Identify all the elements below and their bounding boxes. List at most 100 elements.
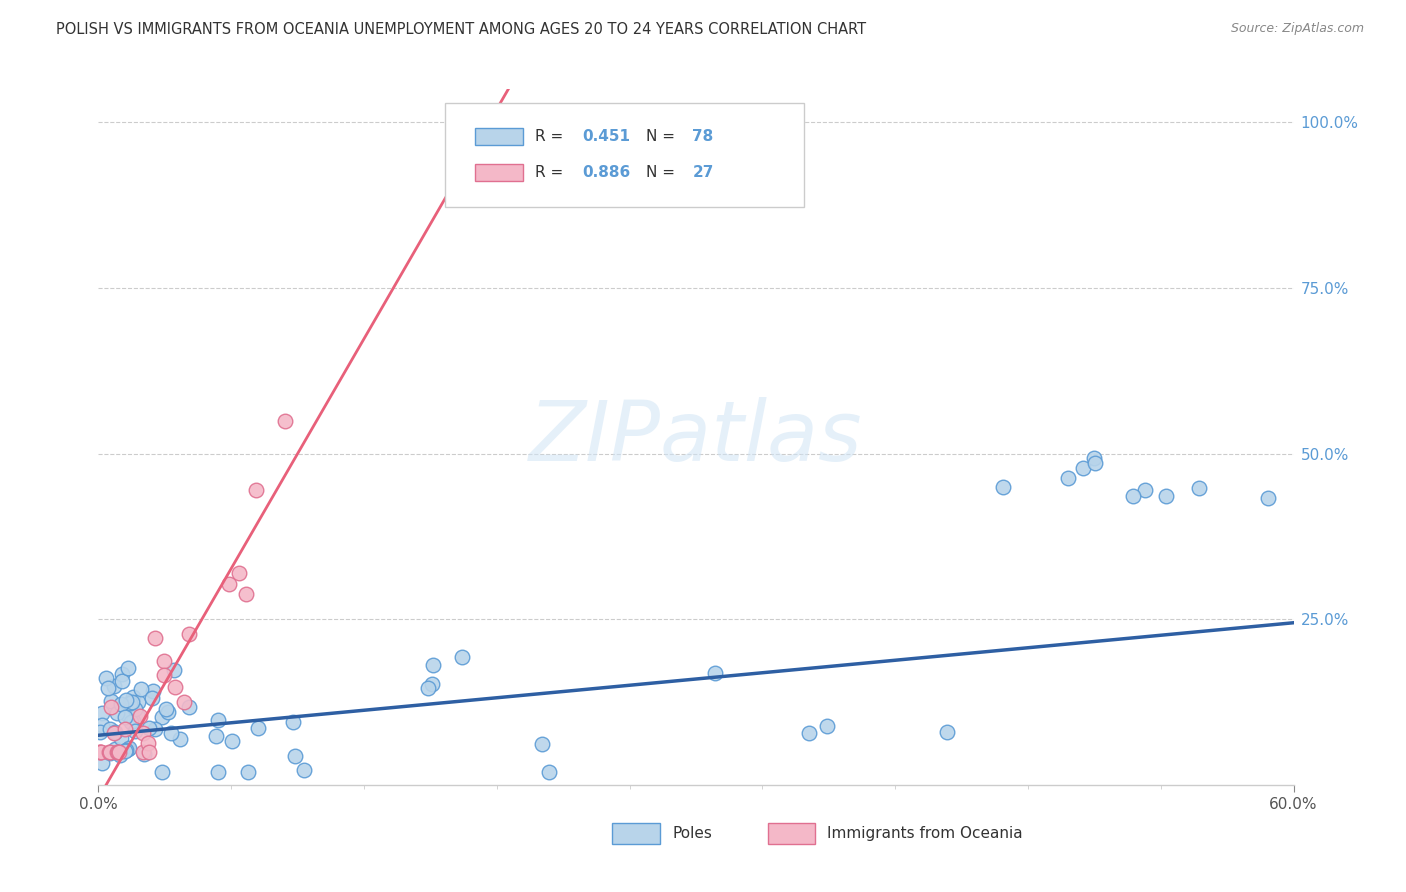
Point xyxy=(207,764,229,779)
Point xyxy=(143,631,166,645)
Point xyxy=(110,673,132,688)
Text: N =: N = xyxy=(645,165,679,180)
Point xyxy=(1122,489,1144,503)
Point xyxy=(115,707,138,722)
Text: N =: N = xyxy=(645,129,679,144)
Point xyxy=(138,745,160,759)
Point xyxy=(124,724,146,739)
Point xyxy=(163,681,186,695)
Text: 0.451: 0.451 xyxy=(582,129,630,144)
Point xyxy=(111,667,134,681)
Point xyxy=(273,413,295,427)
Point xyxy=(105,745,128,759)
Point xyxy=(115,743,138,757)
Point xyxy=(207,713,229,727)
Point xyxy=(90,718,112,732)
Point xyxy=(1083,450,1105,465)
Point xyxy=(98,745,121,759)
Point xyxy=(94,671,117,685)
Point xyxy=(110,697,132,711)
Point xyxy=(138,721,160,735)
Point xyxy=(103,726,125,740)
Text: POLISH VS IMMIGRANTS FROM OCEANIA UNEMPLOYMENT AMONG AGES 20 TO 24 YEARS CORRELA: POLISH VS IMMIGRANTS FROM OCEANIA UNEMPL… xyxy=(56,22,866,37)
Text: ZIPatlas: ZIPatlas xyxy=(529,397,863,477)
Point xyxy=(100,694,122,708)
Point xyxy=(100,746,122,760)
FancyBboxPatch shape xyxy=(446,103,804,208)
Point xyxy=(284,748,307,763)
Point xyxy=(1071,460,1094,475)
Point xyxy=(1154,490,1177,504)
Point xyxy=(1083,456,1105,470)
Text: 27: 27 xyxy=(692,165,714,180)
Point xyxy=(235,587,257,601)
Point xyxy=(107,745,129,759)
Point xyxy=(90,745,112,759)
Point xyxy=(160,726,183,740)
Point xyxy=(205,730,228,744)
Point xyxy=(136,736,159,750)
Point xyxy=(292,763,315,777)
Point xyxy=(114,710,136,724)
Text: Immigrants from Oceania: Immigrants from Oceania xyxy=(828,826,1024,841)
Point xyxy=(117,742,139,756)
Point xyxy=(125,708,148,723)
Point xyxy=(935,724,957,739)
Point xyxy=(91,706,114,720)
Point xyxy=(114,693,136,707)
Point xyxy=(991,480,1014,494)
Point xyxy=(105,706,128,721)
Point xyxy=(704,665,727,680)
Point xyxy=(245,483,267,498)
Point xyxy=(1135,483,1157,497)
FancyBboxPatch shape xyxy=(613,823,661,844)
Text: 0.886: 0.886 xyxy=(582,165,631,180)
Point xyxy=(218,576,240,591)
Point xyxy=(89,725,111,739)
Point xyxy=(100,700,122,714)
Point xyxy=(246,721,269,735)
Point xyxy=(156,705,179,719)
Point xyxy=(132,725,155,739)
Point xyxy=(117,661,139,675)
Point xyxy=(128,709,150,723)
Point xyxy=(108,748,131,763)
Text: 78: 78 xyxy=(692,129,714,144)
Point xyxy=(1188,481,1211,495)
Point xyxy=(104,741,127,756)
Point xyxy=(142,684,165,698)
Point xyxy=(177,699,200,714)
Point xyxy=(98,722,121,736)
Point xyxy=(169,731,191,746)
Point xyxy=(89,745,111,759)
Point xyxy=(799,726,821,740)
Point xyxy=(91,756,114,770)
Point xyxy=(118,741,141,756)
FancyBboxPatch shape xyxy=(768,823,815,844)
Point xyxy=(120,714,142,729)
Point xyxy=(163,663,186,677)
Point xyxy=(152,710,174,724)
FancyBboxPatch shape xyxy=(475,128,523,145)
Point xyxy=(451,650,474,665)
Point xyxy=(228,566,250,581)
Point xyxy=(143,722,166,736)
Point xyxy=(103,725,125,739)
Point xyxy=(121,695,143,709)
Point xyxy=(110,731,132,746)
Text: Poles: Poles xyxy=(672,826,711,841)
Point xyxy=(221,734,243,748)
Point xyxy=(150,764,173,779)
Point xyxy=(89,745,111,759)
Point xyxy=(1057,471,1080,485)
Point xyxy=(1257,491,1279,505)
Point xyxy=(155,701,177,715)
Point xyxy=(422,658,444,673)
Point xyxy=(124,702,146,716)
Point xyxy=(114,722,136,736)
Point xyxy=(122,690,145,705)
Point xyxy=(122,714,145,729)
FancyBboxPatch shape xyxy=(475,164,523,181)
Point xyxy=(281,714,304,729)
Point xyxy=(118,696,141,710)
